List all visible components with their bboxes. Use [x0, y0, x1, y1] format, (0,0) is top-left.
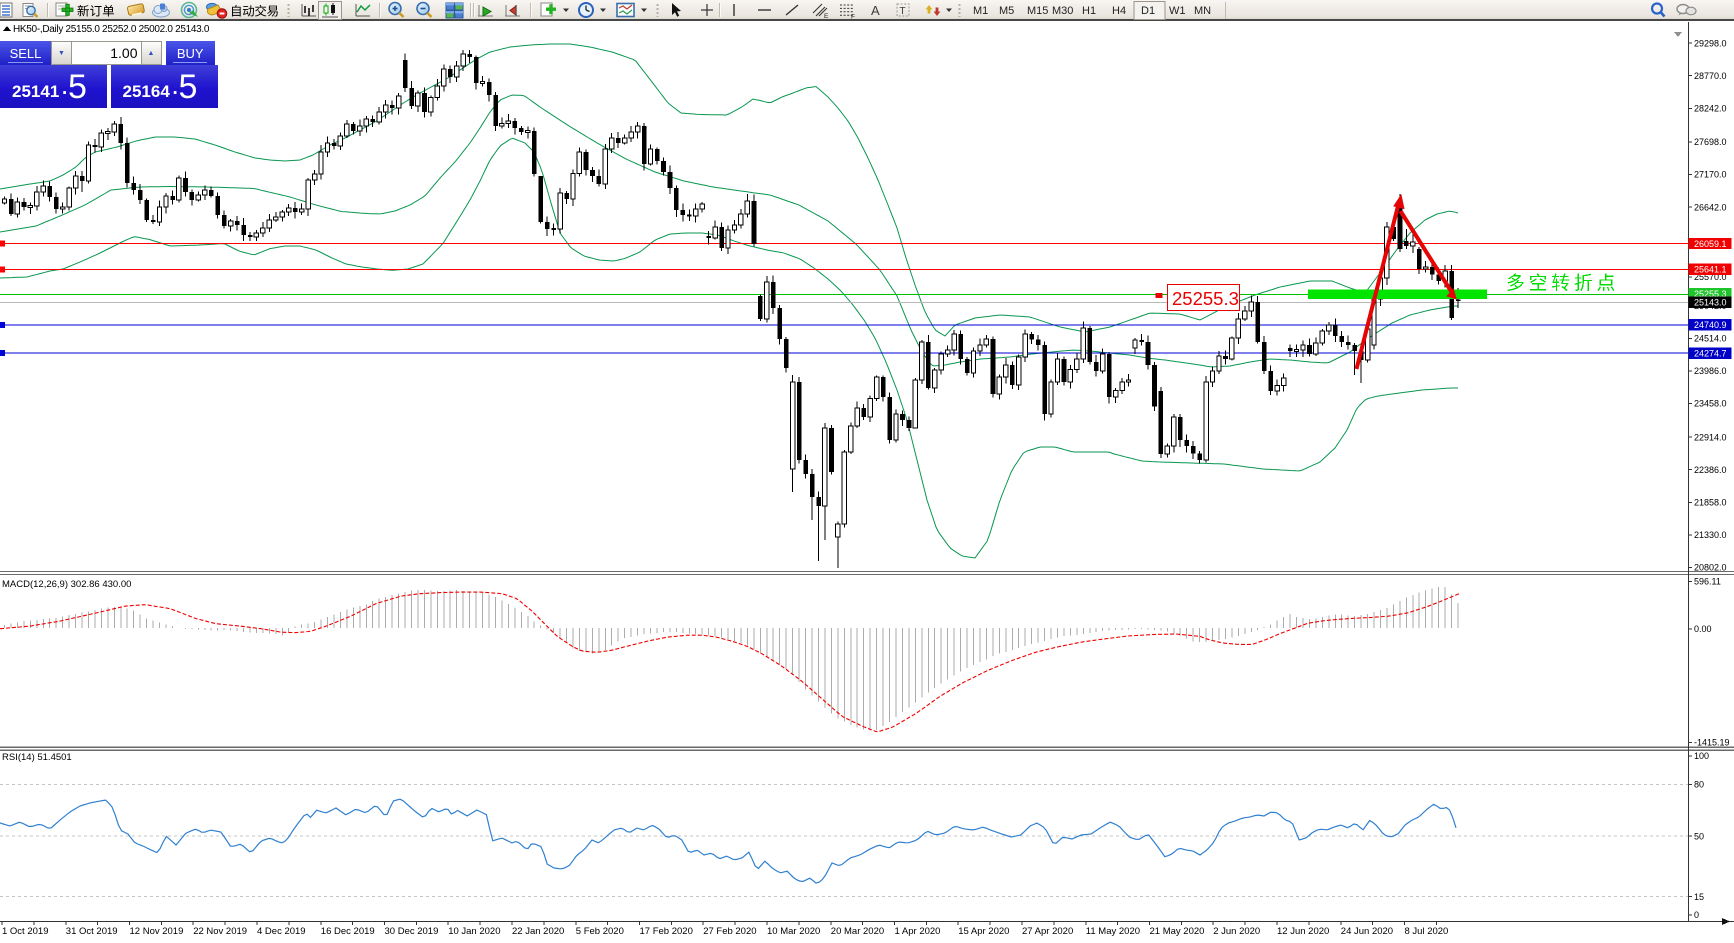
- svg-text:30 Dec 2019: 30 Dec 2019: [385, 926, 439, 937]
- svg-text:1 Apr 2020: 1 Apr 2020: [895, 926, 941, 937]
- svg-text:17 Feb 2020: 17 Feb 2020: [640, 926, 693, 937]
- svg-text:28242.0: 28242.0: [1694, 104, 1727, 114]
- svg-text:21330.0: 21330.0: [1694, 530, 1727, 540]
- svg-text:D1: D1: [1141, 5, 1155, 17]
- svg-text:16 Dec 2019: 16 Dec 2019: [321, 926, 375, 937]
- svg-text:0.00: 0.00: [1694, 624, 1712, 634]
- svg-text:28770.0: 28770.0: [1694, 71, 1727, 81]
- svg-text:27698.0: 27698.0: [1694, 137, 1727, 147]
- svg-text:10 Mar 2020: 10 Mar 2020: [767, 926, 820, 937]
- svg-text:25570.0: 25570.0: [1694, 272, 1727, 282]
- svg-text:22 Nov 2019: 22 Nov 2019: [193, 926, 247, 937]
- svg-text:12 Jun 2020: 12 Jun 2020: [1277, 926, 1329, 937]
- svg-text:A: A: [871, 3, 880, 18]
- svg-text:H1: H1: [1082, 5, 1096, 17]
- svg-text:27170.0: 27170.0: [1694, 170, 1727, 180]
- svg-text:25255.3: 25255.3: [1694, 289, 1727, 299]
- svg-text:24 Jun 2020: 24 Jun 2020: [1341, 926, 1393, 937]
- svg-text:MACD(12,26,9) 302.86 430.00: MACD(12,26,9) 302.86 430.00: [2, 579, 131, 590]
- svg-text:23986.0: 23986.0: [1694, 366, 1727, 376]
- svg-text:22 Jan 2020: 22 Jan 2020: [512, 926, 564, 937]
- svg-text:M1: M1: [973, 5, 988, 17]
- svg-text:100: 100: [1694, 751, 1709, 761]
- svg-text:E: E: [824, 13, 829, 20]
- svg-text:26642.0: 26642.0: [1694, 202, 1727, 212]
- svg-text:F: F: [851, 14, 855, 21]
- svg-text:HK50-,Daily 25155.0 25252.0 2: HK50-,Daily 25155.0 25252.0 25002.0 2514…: [13, 24, 210, 35]
- svg-text:23458.0: 23458.0: [1694, 399, 1727, 409]
- svg-text:M30: M30: [1052, 5, 1073, 17]
- svg-text:26059.1: 26059.1: [1694, 239, 1727, 249]
- svg-text:RSI(14) 51.4501: RSI(14) 51.4501: [2, 752, 72, 763]
- svg-text:H4: H4: [1112, 5, 1126, 17]
- svg-text:25255.3: 25255.3: [1172, 288, 1239, 309]
- svg-text:25641.1: 25641.1: [1694, 265, 1727, 275]
- svg-text:31 Oct 2019: 31 Oct 2019: [66, 926, 118, 937]
- svg-text:15 Apr 2020: 15 Apr 2020: [958, 926, 1009, 937]
- svg-text:25143.0: 25143.0: [1694, 298, 1727, 308]
- svg-text:24740.9: 24740.9: [1694, 320, 1727, 330]
- svg-text:29298.0: 29298.0: [1694, 38, 1727, 48]
- svg-text:22386.0: 22386.0: [1694, 465, 1727, 475]
- svg-text:4 Dec 2019: 4 Dec 2019: [257, 926, 306, 937]
- svg-text:12 Nov 2019: 12 Nov 2019: [130, 926, 184, 937]
- svg-text:80: 80: [1694, 780, 1704, 790]
- svg-text:0: 0: [1694, 910, 1699, 920]
- svg-text:10 Jan 2020: 10 Jan 2020: [448, 926, 500, 937]
- svg-text:21858.0: 21858.0: [1694, 498, 1727, 508]
- svg-text:M5: M5: [999, 5, 1014, 17]
- svg-text:2 Jun 2020: 2 Jun 2020: [1213, 926, 1260, 937]
- svg-text:21 May 2020: 21 May 2020: [1150, 926, 1205, 937]
- svg-text:W1: W1: [1169, 5, 1186, 17]
- svg-text:24274.7: 24274.7: [1694, 349, 1727, 359]
- svg-text:M15: M15: [1027, 5, 1048, 17]
- svg-text:27 Apr 2020: 27 Apr 2020: [1022, 926, 1073, 937]
- svg-text:11 May 2020: 11 May 2020: [1086, 926, 1140, 937]
- svg-text:24514.0: 24514.0: [1694, 334, 1727, 344]
- svg-text:15: 15: [1694, 892, 1704, 902]
- svg-text:27 Feb 2020: 27 Feb 2020: [703, 926, 756, 937]
- svg-text:T: T: [900, 6, 906, 17]
- svg-text:596.11: 596.11: [1694, 577, 1721, 587]
- svg-text:8 Jul 2020: 8 Jul 2020: [1405, 926, 1449, 937]
- svg-text:5 Feb 2020: 5 Feb 2020: [576, 926, 624, 937]
- svg-text:20802.0: 20802.0: [1694, 563, 1727, 573]
- svg-text:50: 50: [1694, 831, 1704, 841]
- svg-text:20 Mar 2020: 20 Mar 2020: [831, 926, 884, 937]
- svg-text:22914.0: 22914.0: [1694, 432, 1727, 442]
- svg-text:MN: MN: [1194, 5, 1211, 17]
- svg-text:-1415.19: -1415.19: [1694, 738, 1730, 748]
- svg-text:1 Oct 2019: 1 Oct 2019: [2, 926, 48, 937]
